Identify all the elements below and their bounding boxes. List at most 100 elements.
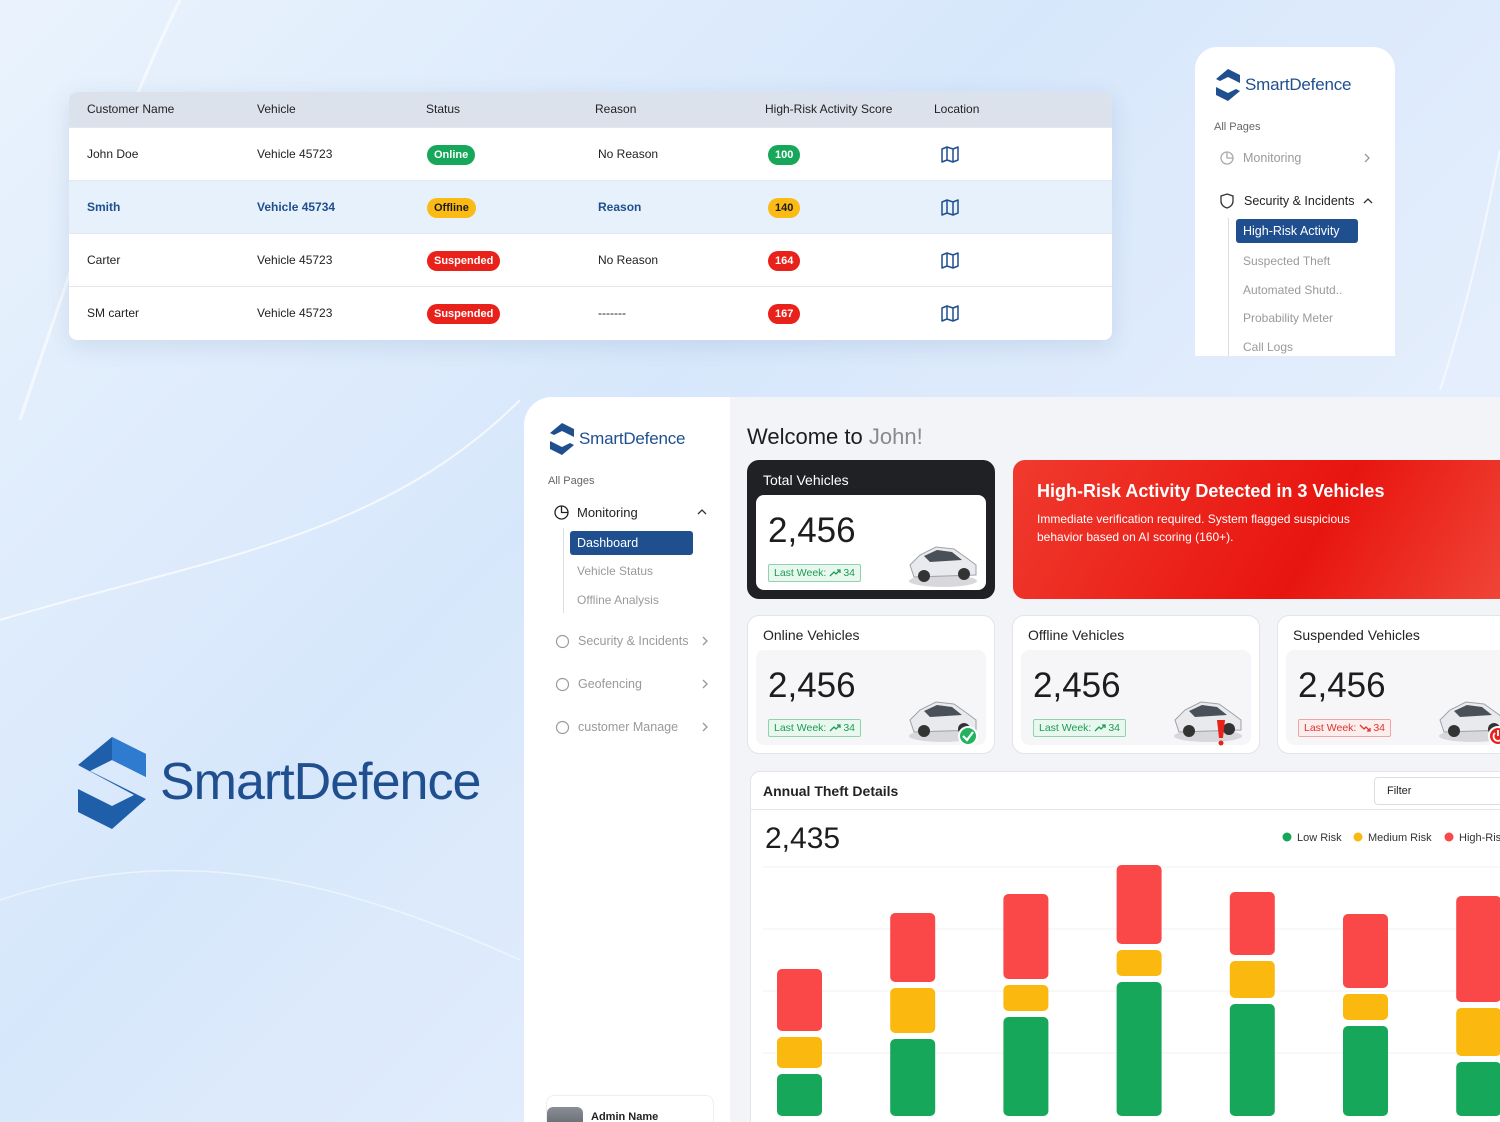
reason: ------- (598, 306, 626, 320)
table-row[interactable]: John Doe Vehicle 45723 Online No Reason 100 (69, 127, 1112, 180)
trend-arrow (829, 724, 841, 732)
chevron-shape (702, 636, 708, 646)
status-pill: Suspended (427, 251, 501, 271)
trend-icon (1359, 724, 1371, 732)
menu-item[interactable]: Security & Incidents (1244, 194, 1355, 208)
logo-text: SmartDefence (160, 753, 481, 811)
badge-mark (962, 731, 974, 742)
avatar (547, 1107, 583, 1122)
bar-segment (777, 1074, 822, 1116)
legend-dot (1353, 832, 1363, 842)
chart-total: 2,435 (765, 822, 841, 855)
bar-segment (1343, 914, 1388, 988)
brand-icon (1216, 69, 1240, 101)
wheel (918, 725, 930, 737)
submenu-item[interactable]: Offline Analysis (577, 593, 659, 607)
score-pill: 100 (768, 145, 801, 165)
map-icon[interactable] (941, 146, 959, 163)
tree-line (1228, 218, 1229, 356)
last-week-value: 34 (843, 567, 856, 579)
alert-text: Immediate verification required. System … (1037, 512, 1350, 544)
icon (555, 720, 570, 735)
bar-segment (890, 1039, 936, 1116)
menu-item[interactable]: customer Manage (578, 720, 679, 734)
badge-dot (1218, 740, 1224, 746)
last-week-value: 34 (1373, 722, 1386, 734)
submenu-item[interactable]: Probability Meter (1243, 311, 1334, 326)
table-row[interactable]: Carter Vehicle 45723 Suspended No Reason 164 (69, 233, 1112, 286)
bar-segment (1229, 1004, 1275, 1116)
car-image (1439, 701, 1500, 746)
vehicle: Vehicle 45723 (257, 147, 333, 161)
column-header: Customer Name (87, 102, 175, 116)
bar-segment (1116, 865, 1162, 944)
submenu-item[interactable]: Vehicle Status (577, 564, 654, 578)
map-icon[interactable] (941, 305, 959, 322)
map-shape (941, 305, 959, 322)
map-shape (941, 252, 959, 269)
menu-item[interactable]: Monitoring (577, 505, 638, 520)
bar-segment (1456, 896, 1500, 1002)
card-value: 2,456 (1033, 666, 1121, 705)
column-header: Reason (595, 102, 637, 116)
submenu-item[interactable]: Automated Shutd.. (1243, 282, 1343, 297)
welcome: Welcome to John! (747, 424, 923, 450)
last-week-pill: Last Week: 34 (768, 719, 862, 737)
brand-name: SmartDefence (1245, 75, 1352, 94)
reason: No Reason (598, 253, 659, 267)
car-image (909, 701, 978, 746)
score-pill: 140 (768, 198, 801, 218)
trend-arrow (829, 569, 841, 577)
trend-icon (829, 569, 841, 577)
submenu-item[interactable]: Suspected Theft (1243, 254, 1331, 268)
bar-segment (1343, 1026, 1388, 1116)
main-panel: Welcome to John! Total Vehicles 2,456 Las… (730, 397, 1500, 1122)
last-week-label: Last Week: (1304, 722, 1357, 734)
card-body: 2,456 Last Week: 34 (1021, 650, 1251, 746)
legend-label: Medium Risk (1368, 832, 1432, 844)
last-week-label: Last Week: (774, 722, 827, 734)
legend-label: High-Risk (1459, 832, 1500, 844)
car-window (924, 705, 962, 717)
card-body: 2,456 Last Week: 34 (756, 495, 986, 590)
user-box[interactable] (546, 1095, 714, 1122)
chart: Low Risk Medium Risk High-Risk (763, 832, 1500, 1116)
customer-name: Smith (87, 200, 121, 214)
brand-name: SmartDefence (579, 429, 686, 448)
card-value: 2,456 (768, 511, 856, 550)
submenu-item[interactable]: Call Logs (1243, 340, 1294, 355)
menu-item[interactable]: Geofencing (578, 677, 642, 691)
alert-card: High-Risk Activity Detected in 3 Vehicle… (1013, 460, 1500, 599)
legend-dot (1282, 832, 1292, 842)
legend-label: Low Risk (1297, 832, 1342, 844)
wheel (1223, 723, 1235, 735)
last-week-value: 34 (1108, 722, 1121, 734)
map-icon[interactable] (941, 252, 959, 269)
submenu-item[interactable]: High-Risk Activity (1236, 219, 1358, 243)
menu-item[interactable]: Security & Incidents (578, 634, 689, 648)
bar-segment (1456, 1008, 1500, 1056)
car-body (909, 546, 977, 578)
submenu-item[interactable]: Dashboard (570, 531, 693, 555)
chevron (702, 722, 708, 732)
car-image (1174, 701, 1242, 746)
menu-item[interactable]: Monitoring (1243, 151, 1302, 165)
card-body: 2,456 Last Week: 34 (756, 650, 986, 746)
section-label: All Pages (1214, 121, 1261, 133)
badge (1217, 720, 1225, 738)
last-week-label: Last Week: (774, 567, 827, 579)
icon (555, 634, 570, 649)
trend-arrow (1094, 724, 1106, 732)
wheel (1183, 725, 1195, 737)
table-row[interactable]: Smith Vehicle 45734 Offline Reason 140 (69, 180, 1112, 233)
last-week-label: Last Week: (1039, 722, 1092, 734)
table-header (69, 92, 1112, 127)
table-row[interactable]: SM carter Vehicle 45723 Suspended ------- 16… (69, 286, 1112, 339)
map-shape (941, 146, 959, 163)
column-header: Location (934, 102, 980, 116)
customer-name: Carter (87, 253, 121, 267)
map-icon[interactable] (941, 199, 959, 216)
section-label: All Pages (548, 475, 595, 487)
chevron (1363, 198, 1373, 204)
filter-select[interactable]: Filter (1374, 777, 1500, 805)
